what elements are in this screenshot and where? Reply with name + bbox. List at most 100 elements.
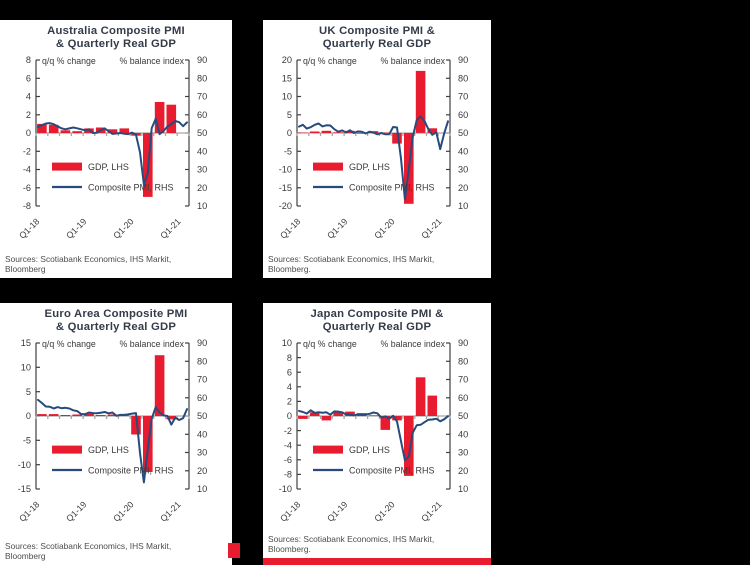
- uk-chart-title: UK Composite PMI & Quarterly Real GDP: [263, 25, 491, 50]
- svg-text:-2: -2: [284, 426, 292, 436]
- legend-pmi-label: Composite PMI, RHS: [349, 466, 435, 476]
- legend-gdp-label: GDP, LHS: [88, 162, 129, 172]
- title-line-2: & Quarterly Real GDP: [55, 37, 177, 50]
- svg-text:40: 40: [197, 430, 207, 440]
- pmi-line: [298, 409, 449, 462]
- svg-text:Q1-20: Q1-20: [111, 216, 135, 240]
- japan-chart-plot: 1086420-2-4-6-8-10908070605040302010q/q …: [278, 338, 469, 524]
- svg-text:Q1-18: Q1-18: [17, 216, 41, 240]
- euro-area-chart-panel: Euro Area Composite PMI & Quarterly Real…: [0, 303, 232, 565]
- sources-line-2: Bloomberg.: [268, 264, 311, 275]
- svg-text:0: 0: [26, 411, 31, 421]
- svg-text:Q1-18: Q1-18: [278, 499, 302, 523]
- svg-text:40: 40: [458, 147, 468, 157]
- svg-text:Q1-19: Q1-19: [325, 216, 349, 240]
- japan-chart-panel: Japan Composite PMI & Quarterly Real GDP…: [263, 303, 491, 558]
- title-line-2: Quarterly Real GDP: [322, 320, 432, 333]
- legend-gdp-label: GDP, LHS: [88, 445, 129, 455]
- pmi-line: [37, 117, 188, 186]
- svg-text:4: 4: [287, 382, 292, 392]
- svg-text:Q1-21: Q1-21: [158, 499, 182, 523]
- svg-text:60: 60: [458, 110, 468, 120]
- svg-text:Q1-19: Q1-19: [325, 499, 349, 523]
- svg-text:-6: -6: [284, 455, 292, 465]
- title-line-1: Euro Area Composite PMI: [44, 308, 188, 320]
- svg-text:Q1-20: Q1-20: [111, 499, 135, 523]
- svg-text:90: 90: [197, 338, 207, 348]
- svg-text:10: 10: [282, 92, 292, 102]
- euro-area-chart-title: Euro Area Composite PMI & Quarterly Real…: [0, 308, 232, 333]
- svg-text:Q1-19: Q1-19: [64, 499, 88, 523]
- svg-text:2: 2: [287, 397, 292, 407]
- australia-chart-title: Australia Composite PMI & Quarterly Real…: [0, 25, 232, 50]
- svg-text:90: 90: [458, 55, 468, 65]
- title-line-1: UK Composite PMI &: [319, 25, 435, 37]
- legend-pmi-label: Composite PMI, RHS: [88, 466, 174, 476]
- legend-gdp-swatch: [52, 445, 82, 454]
- svg-text:5: 5: [287, 110, 292, 120]
- x-tick-labels: Q1-18 Q1-19 Q1-20 Q1-21: [17, 499, 183, 523]
- legend: GDP, LHS Composite PMI, RHS: [52, 445, 174, 476]
- title-line-1: Australia Composite PMI: [47, 25, 185, 37]
- japan-chart-title: Japan Composite PMI & Quarterly Real GDP: [263, 308, 491, 333]
- left-axis-label: q/q % change: [42, 339, 96, 349]
- svg-text:15: 15: [21, 338, 31, 348]
- australia-chart-panel: Australia Composite PMI & Quarterly Real…: [0, 20, 232, 278]
- legend-pmi-label: Composite PMI, RHS: [349, 183, 435, 193]
- right-axis-label: % balance index: [119, 56, 184, 66]
- svg-text:5: 5: [26, 387, 31, 397]
- svg-text:-15: -15: [18, 484, 31, 494]
- legend-gdp-swatch: [52, 162, 82, 171]
- sources-line-1: Sources: Scotiabank Economics, IHS Marki…: [268, 534, 435, 545]
- legend-gdp-label: GDP, LHS: [349, 445, 390, 455]
- svg-text:-5: -5: [284, 147, 292, 157]
- sources-line-2: Bloomberg.: [268, 544, 311, 555]
- left-axis-label: q/q % change: [42, 56, 96, 66]
- pmi-line: [37, 398, 188, 484]
- svg-text:-8: -8: [23, 201, 31, 211]
- svg-text:70: 70: [197, 92, 207, 102]
- svg-text:Q1-19: Q1-19: [64, 216, 88, 240]
- svg-text:40: 40: [197, 147, 207, 157]
- legend-gdp-swatch: [313, 445, 343, 454]
- svg-text:70: 70: [197, 375, 207, 385]
- title-line-2: & Quarterly Real GDP: [55, 320, 177, 333]
- svg-text:10: 10: [458, 201, 468, 211]
- svg-text:4: 4: [26, 92, 31, 102]
- svg-text:80: 80: [197, 73, 207, 83]
- svg-text:-4: -4: [23, 165, 31, 175]
- left-axis-label: q/q % change: [303, 339, 357, 349]
- y-axes: [296, 342, 451, 490]
- svg-text:20: 20: [458, 466, 468, 476]
- svg-text:90: 90: [458, 338, 468, 348]
- legend-gdp-swatch: [313, 162, 343, 171]
- svg-text:15: 15: [282, 73, 292, 83]
- svg-text:30: 30: [197, 448, 207, 458]
- svg-text:40: 40: [458, 430, 468, 440]
- svg-text:-6: -6: [23, 183, 31, 193]
- svg-text:Q1-18: Q1-18: [17, 499, 41, 523]
- svg-text:0: 0: [287, 411, 292, 421]
- svg-text:6: 6: [26, 73, 31, 83]
- svg-text:Q1-21: Q1-21: [419, 499, 443, 523]
- legend-gdp-label: GDP, LHS: [349, 162, 390, 172]
- uk-chart-panel: UK Composite PMI & Quarterly Real GDP 20…: [263, 20, 491, 278]
- svg-text:60: 60: [197, 110, 207, 120]
- pmi-line: [298, 115, 449, 201]
- svg-text:2: 2: [26, 110, 31, 120]
- svg-text:60: 60: [197, 393, 207, 403]
- svg-text:30: 30: [458, 448, 468, 458]
- svg-text:-15: -15: [279, 183, 292, 193]
- sources-line-1: Sources: Scotiabank Economics, IHS Marki…: [5, 541, 172, 552]
- svg-text:-10: -10: [279, 484, 292, 494]
- svg-text:10: 10: [21, 363, 31, 373]
- svg-text:Q1-20: Q1-20: [372, 499, 396, 523]
- title-line-1: Japan Composite PMI &: [310, 308, 444, 320]
- australia-sources: Sources: Scotiabank Economics, IHS Marki…: [5, 255, 171, 275]
- svg-text:Q1-20: Q1-20: [372, 216, 396, 240]
- svg-text:-10: -10: [279, 165, 292, 175]
